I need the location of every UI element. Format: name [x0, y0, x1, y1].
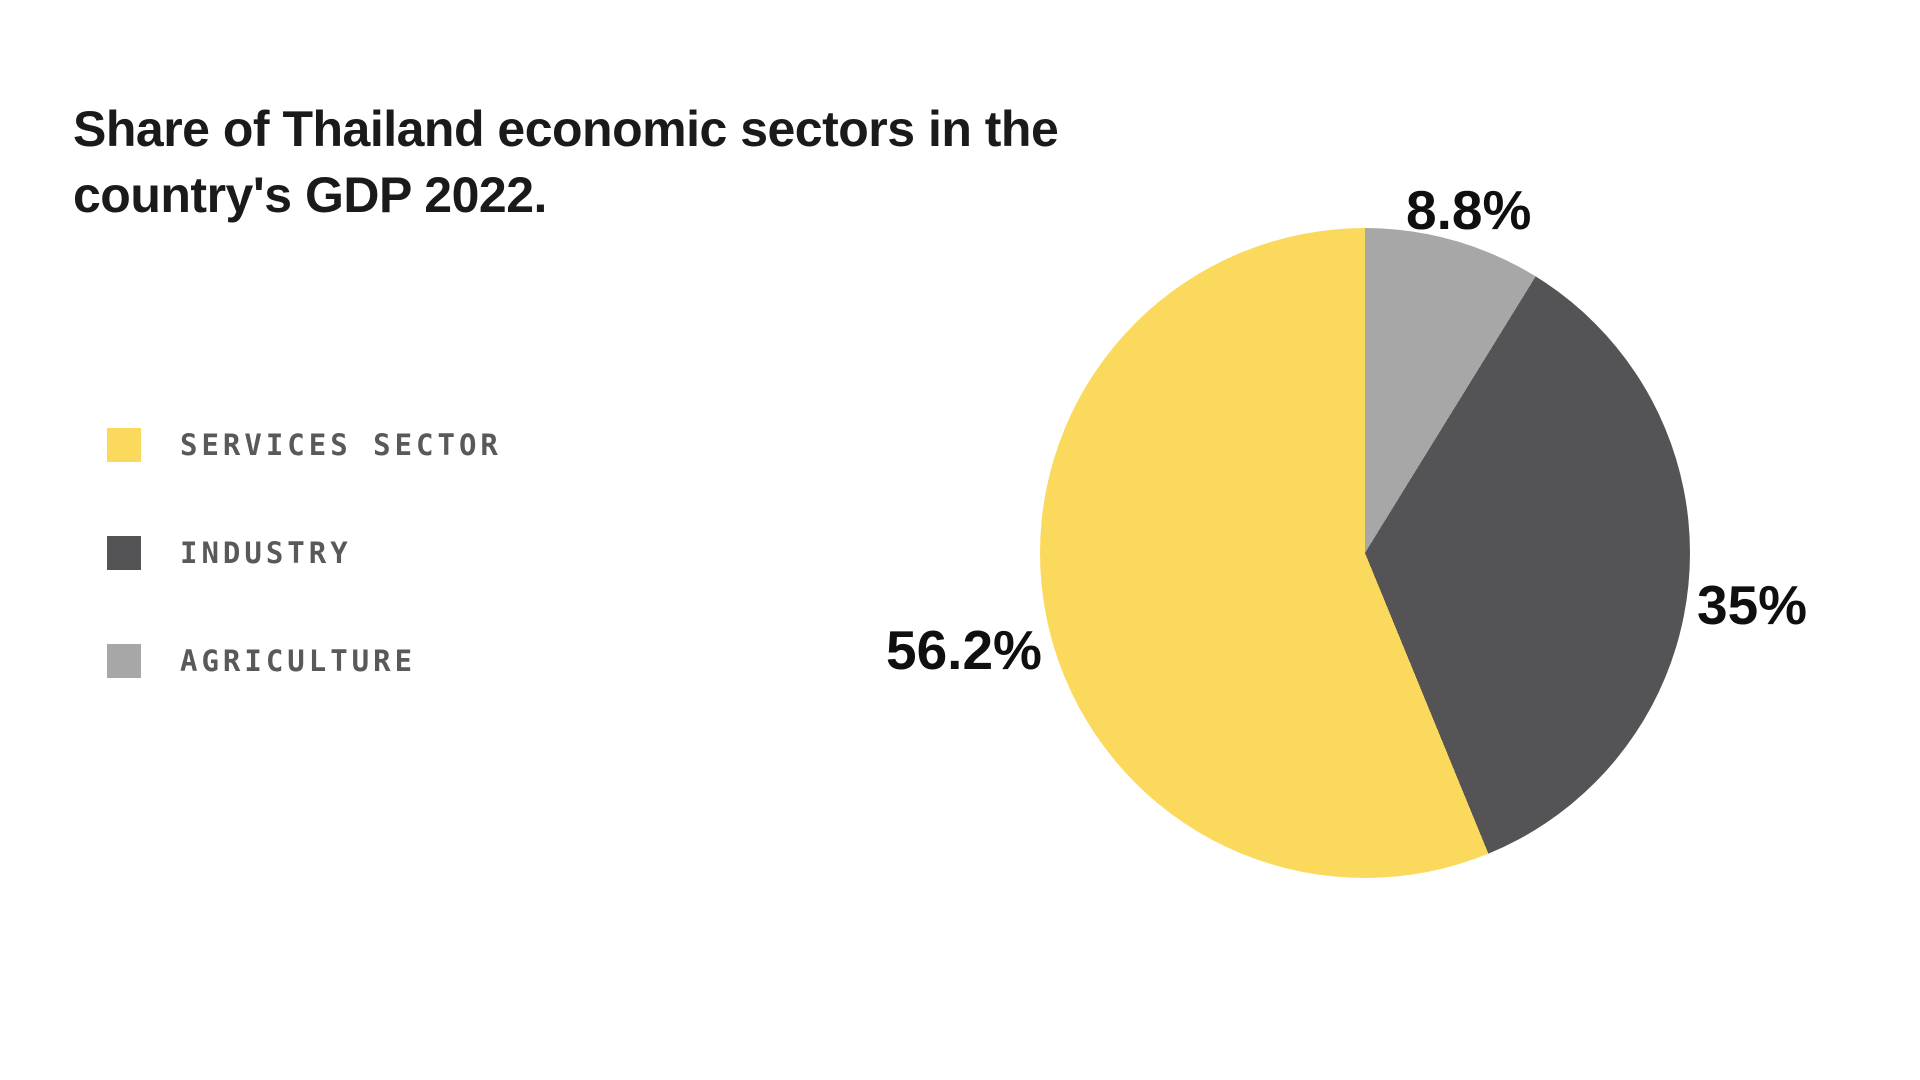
- legend-item-industry: INDUSTRY: [107, 536, 502, 570]
- legend: SERVICES SECTOR INDUSTRY AGRICULTURE: [107, 428, 502, 678]
- slice-label-industry: 35%: [1697, 574, 1808, 636]
- legend-item-services: SERVICES SECTOR: [107, 428, 502, 462]
- legend-label-industry: INDUSTRY: [180, 536, 352, 570]
- legend-item-agriculture: AGRICULTURE: [107, 644, 502, 678]
- chart-title: Share of Thailand economic sectors in th…: [73, 96, 1059, 228]
- slice-label-agriculture: 8.8%: [1406, 179, 1532, 241]
- legend-swatch-services: [107, 428, 141, 462]
- legend-label-agriculture: AGRICULTURE: [180, 644, 417, 678]
- slice-label-services: 56.2%: [886, 619, 1042, 681]
- chart-title-line-2: country's GDP 2022.: [73, 167, 547, 223]
- legend-label-services: SERVICES SECTOR: [180, 428, 502, 462]
- pie-chart: [1040, 228, 1690, 878]
- legend-swatch-agriculture: [107, 644, 141, 678]
- legend-swatch-industry: [107, 536, 141, 570]
- chart-title-line-1: Share of Thailand economic sectors in th…: [73, 101, 1059, 157]
